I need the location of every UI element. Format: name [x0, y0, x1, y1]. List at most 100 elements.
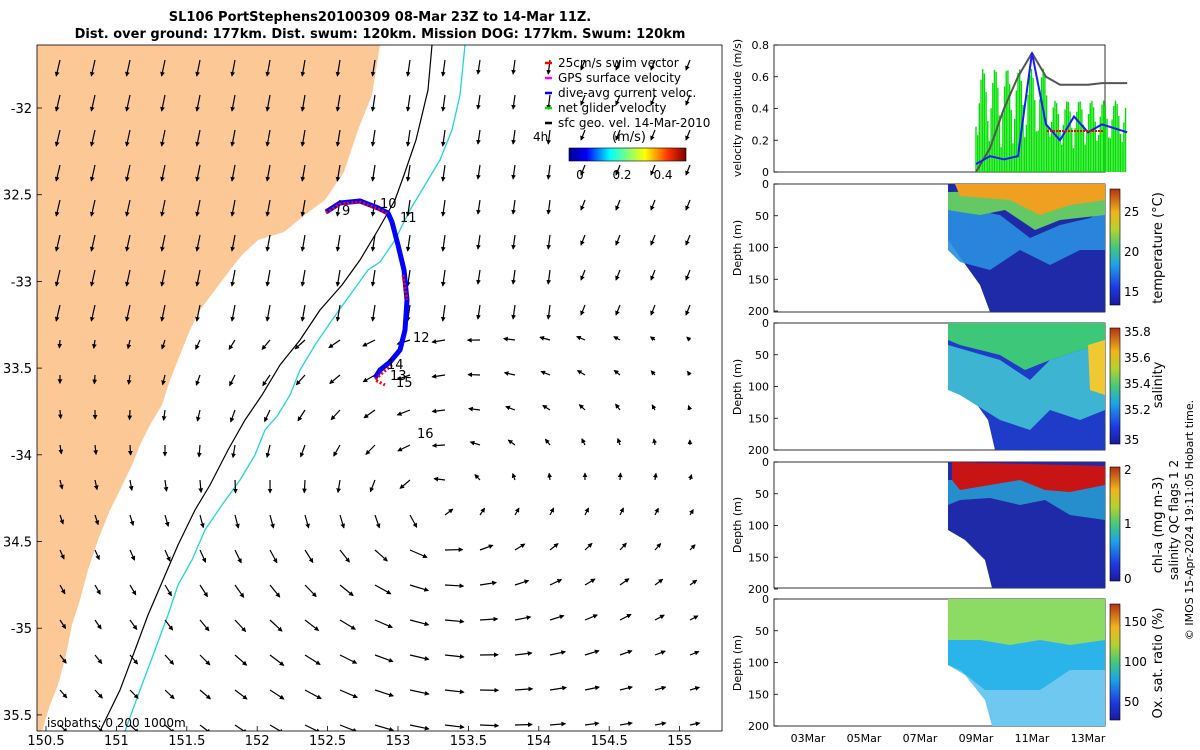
map-x-tick: 152.5: [309, 734, 346, 749]
day-label: 15: [396, 376, 413, 391]
depth-tick: 0: [762, 317, 769, 330]
depth-tick: 200: [748, 583, 769, 596]
salinity-high: [1088, 340, 1105, 395]
colorbar-label: (m/s): [612, 130, 646, 145]
day-label: 16: [417, 427, 434, 442]
time-label: 4h: [533, 130, 548, 144]
legend-entry: 25cm/s swim vector: [558, 56, 679, 70]
oxygen-cbar-tick: 50: [1124, 695, 1139, 709]
salinity-midlayer: [948, 345, 1105, 430]
colorbar-tick: 0.4: [653, 168, 672, 182]
map-x-tick: 155: [667, 734, 692, 749]
legend-entry: sfc geo. vel. 14-Mar-2010: [558, 116, 710, 130]
depth-tick: 200: [748, 444, 769, 457]
time-tick: 03Mar: [791, 732, 826, 745]
temperature-midlayer: [948, 205, 1105, 270]
salinity-cbar-tick: 35.2: [1124, 403, 1151, 417]
depth-tick: 200: [748, 305, 769, 318]
salinity-cbar-label: salinity: [1151, 361, 1166, 408]
oxygen-ylabel: Depth (m): [731, 635, 744, 691]
depth-tick: 50: [755, 488, 769, 501]
speed-colorbar: [568, 147, 687, 162]
oxygen-surface: [948, 599, 1105, 645]
day-label: 12: [413, 331, 430, 346]
velocity-panel: 0 0.2 0.4 0.6 0.8 velocity magnitude (m/s): [731, 39, 1128, 179]
imos-credit: © IMOS 15-Apr-2024 19:11:05 Hobart time.: [1183, 400, 1196, 640]
legend-entry: net glider velocity: [558, 101, 666, 115]
salinity-cbar-tick: 35: [1124, 433, 1139, 447]
oxygen-colorbar: [1109, 603, 1121, 721]
chla-cbar-tick: 1: [1124, 517, 1132, 531]
net-glider-velocity-bars: [975, 68, 1127, 172]
map-x-axis: 150.5 151 151.5 152 152.5 153 153.5 154 154.5 155: [27, 726, 692, 749]
velocity-tick: 0: [762, 166, 769, 179]
salinity-panel: 35.8 35.6 35.4 35.2 35 Depth (m): [731, 322, 1151, 451]
oxygen-panel: 150 100 50 Ox. sat. ratio (%) Depth (m): [731, 598, 1166, 727]
chla-ylabel: Depth (m): [731, 497, 744, 553]
section-panels: 0 0.2 0.4 0.6 0.8 velocity magnitude (m/s) 2…: [731, 39, 1196, 745]
chla-cbar-tick: 2: [1124, 463, 1132, 477]
depth-axes: 0501001502000501001502000501001502000501…: [748, 178, 778, 733]
time-tick: 11Mar: [1015, 732, 1050, 745]
depth-tick: 100: [748, 520, 769, 533]
temperature-colorbar: [1109, 188, 1121, 306]
temperature-cbar-tick: 25: [1124, 205, 1139, 219]
velocity-ylabel: velocity magnitude (m/s): [731, 39, 744, 177]
depth-tick: 150: [748, 688, 769, 701]
depth-tick: 0: [762, 456, 769, 469]
map-y-tick: -32: [11, 102, 32, 117]
oxygen-cbar-label: Ox. sat. ratio (%): [1151, 608, 1166, 719]
dive-avg-velocity-line: [975, 52, 1128, 165]
sfc-geo-velocity-line: [975, 50, 1128, 173]
isobath-1000m: [124, 45, 466, 731]
map-y-axis: -32 32.5 -33 33.5 -34 34.5 -35 35.5: [3, 102, 42, 724]
map-panel: 150.5 151 151.5 152 152.5 153 153.5 154 154.5 155…: [3, 44, 723, 749]
map-y-tick: -35: [11, 622, 32, 637]
depth-tick: 50: [755, 349, 769, 362]
salinity-cbar-tick: 35.8: [1124, 325, 1151, 339]
map-title-line1: SL106 PortStephens20100309 08-Mar 23Z to…: [168, 10, 592, 25]
salinity-cbar-tick: 35.4: [1124, 377, 1151, 391]
map-y-tick: -34: [11, 449, 32, 464]
oxygen-cbar-tick: 100: [1124, 655, 1147, 669]
time-tick: 09Mar: [959, 732, 994, 745]
temperature-ylabel: Depth (m): [731, 220, 744, 276]
velocity-tick: 0.4: [752, 103, 770, 116]
velocity-arrow-field: [54, 59, 701, 731]
depth-tick: 50: [755, 210, 769, 223]
glider-track-surfacing: [325, 200, 409, 387]
velocity-tick: 0.6: [752, 71, 770, 84]
map-x-tick: 153: [386, 734, 411, 749]
salinity-colorbar: [1109, 327, 1121, 445]
time-tick: 05Mar: [847, 732, 882, 745]
map-frame: [36, 44, 723, 732]
glider-track: [324, 198, 410, 380]
map-x-tick: 151.5: [168, 734, 205, 749]
salinity-cbar-tick: 35.6: [1124, 351, 1151, 365]
temperature-cbar-tick: 15: [1124, 285, 1139, 299]
depth-tick: 0: [762, 593, 769, 606]
day-label: 14: [387, 358, 404, 373]
depth-tick: 100: [748, 242, 769, 255]
map-title-line2: Dist. over ground: 177km. Dist. swum: 12…: [74, 27, 686, 42]
depth-tick: 50: [755, 625, 769, 638]
velocity-tick: 0.8: [752, 39, 770, 52]
colorbar-tick: 0.2: [612, 168, 631, 182]
map-x-tick: 152: [245, 734, 270, 749]
day-label: 10: [380, 197, 397, 212]
map-x-tick: 154: [526, 734, 551, 749]
map-x-tick: 151: [104, 734, 129, 749]
depth-tick: 100: [748, 657, 769, 670]
oxygen-mid: [948, 640, 1105, 690]
qc-flags-note: salinity QC flags 1 2: [1167, 460, 1181, 580]
chla-panel: 2 1 0 chl-a (mg m-3) Depth (m): [731, 461, 1166, 589]
legend-entry: dive-avg current veloc.: [558, 86, 696, 100]
legend-entry: GPS surface velocity: [558, 71, 681, 85]
chla-cbar-label: chl-a (mg m-3): [1151, 477, 1166, 574]
isobath-200m: [99, 45, 433, 731]
day-label: 13: [390, 369, 407, 384]
isobaths-label: isobaths: 0 200 1000m: [47, 716, 186, 730]
